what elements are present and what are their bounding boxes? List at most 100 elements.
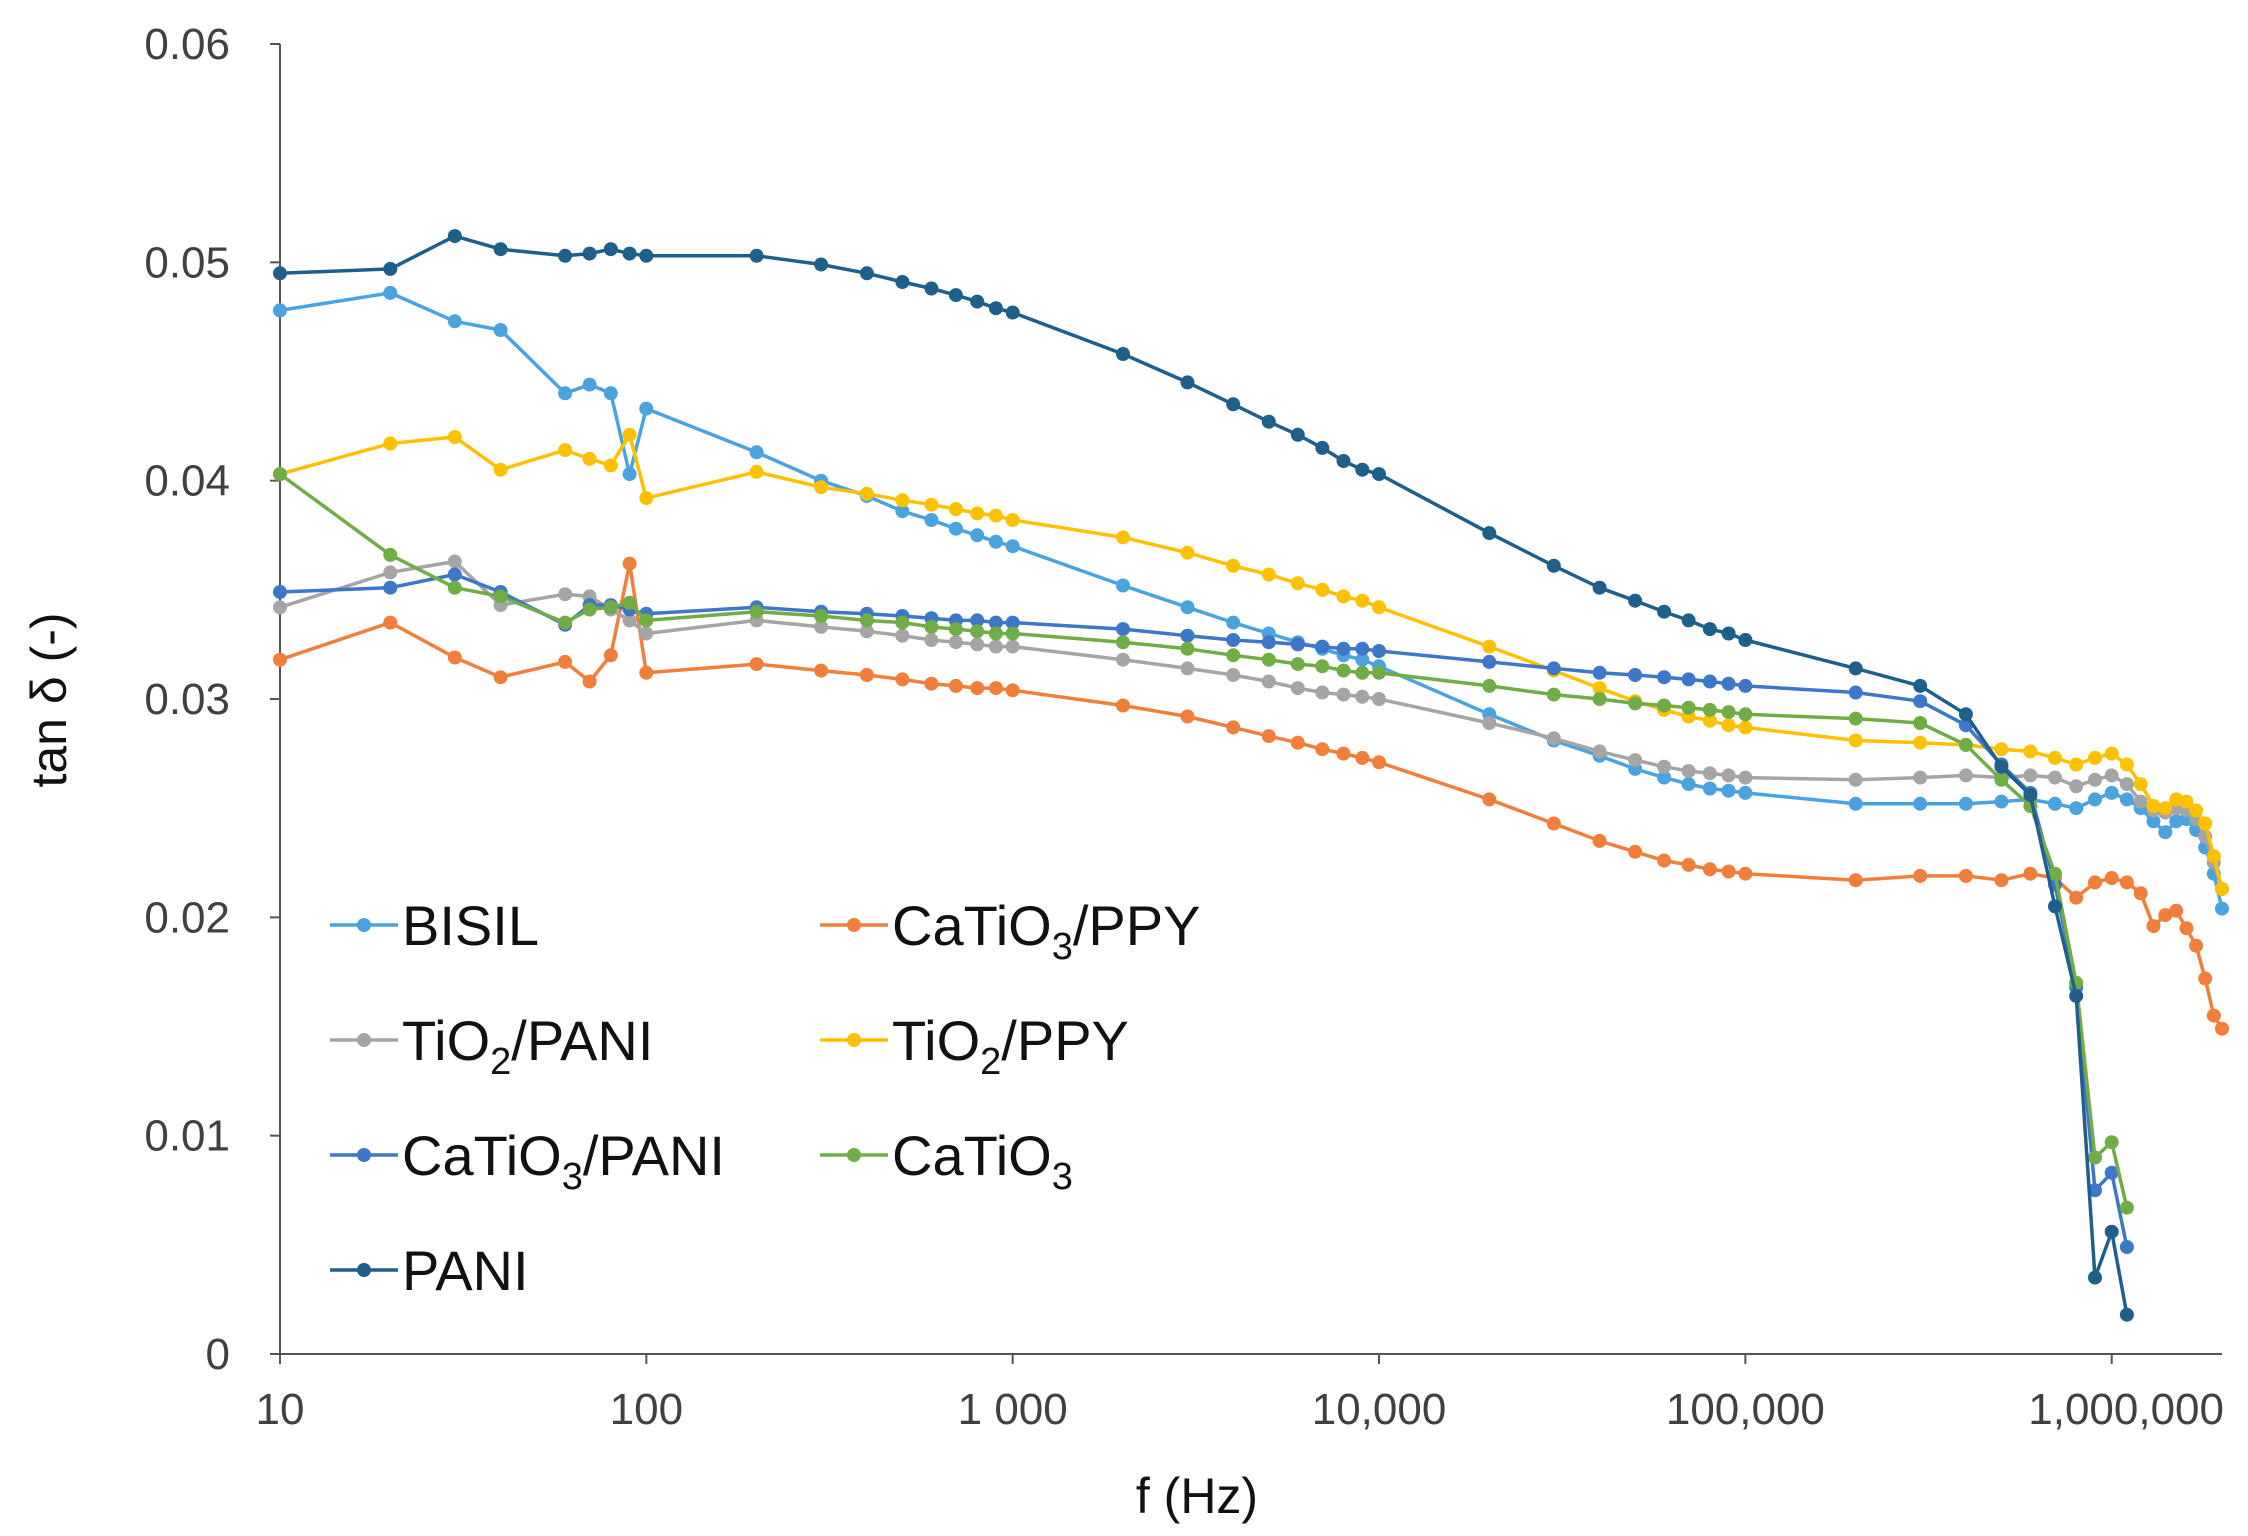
data-point-tio2-pani bbox=[1005, 639, 1020, 654]
data-point-bisil bbox=[1721, 783, 1736, 798]
data-point-tio2-ppy bbox=[2206, 849, 2221, 864]
data-point-tio2-pani bbox=[639, 626, 654, 641]
data-point-pani bbox=[1848, 661, 1863, 676]
data-point-tio2-pani bbox=[1355, 689, 1370, 704]
data-point-catio3 bbox=[2088, 1150, 2102, 1165]
data-point-bisil bbox=[447, 314, 462, 329]
legend-label-tail: /PANI bbox=[583, 1124, 725, 1187]
data-point-catio3 bbox=[1336, 663, 1351, 678]
data-point-bisil bbox=[1848, 796, 1863, 811]
data-point-pani bbox=[1994, 759, 2009, 774]
data-point-tio2-ppy bbox=[1738, 720, 1753, 735]
data-point-catio3 bbox=[1290, 657, 1305, 672]
data-point-bisil bbox=[895, 504, 910, 519]
data-point-catio3 bbox=[1702, 702, 1717, 717]
data-point-catio3-pani bbox=[2119, 1240, 2134, 1254]
y-tick-label: 0.02 bbox=[144, 893, 230, 942]
data-point-catio3-ppy bbox=[558, 654, 573, 669]
data-point-tio2-ppy bbox=[988, 508, 1003, 523]
data-point-catio3-pani bbox=[1681, 672, 1696, 687]
data-point-pani bbox=[639, 248, 654, 263]
data-point-catio3-ppy bbox=[2215, 1021, 2229, 1036]
data-point-tio2-ppy bbox=[2189, 803, 2204, 818]
data-point-tio2-ppy bbox=[603, 458, 618, 473]
data-point-catio3 bbox=[924, 619, 939, 634]
data-point-pani bbox=[1315, 440, 1330, 455]
data-point-catio3-pani bbox=[2104, 1165, 2119, 1180]
data-point-pani bbox=[1261, 414, 1276, 429]
data-point-catio3 bbox=[1657, 698, 1672, 713]
data-point-tio2-ppy bbox=[2198, 816, 2213, 831]
data-point-catio3-ppy bbox=[1116, 698, 1130, 713]
data-point-tio2-pani bbox=[273, 600, 287, 615]
data-point-bisil bbox=[1994, 794, 2009, 809]
x-tick-label: 10 bbox=[256, 1385, 305, 1434]
data-point-pani bbox=[1290, 427, 1305, 442]
data-point-catio3-ppy bbox=[1592, 833, 1607, 848]
data-point-catio3-pani bbox=[447, 567, 462, 582]
data-point-catio3 bbox=[1592, 692, 1607, 706]
data-point-bisil bbox=[1681, 777, 1696, 792]
data-point-catio3-ppy bbox=[2119, 875, 2134, 890]
data-point-tio2-ppy bbox=[622, 427, 637, 442]
data-point-tio2-pani bbox=[1315, 685, 1330, 700]
data-point-pani bbox=[1226, 397, 1241, 412]
legend-label: CaTiO3/PPY bbox=[892, 894, 1200, 968]
data-point-bisil bbox=[1005, 539, 1020, 554]
data-point-tio2-pani bbox=[2119, 777, 2134, 792]
data-point-catio3-pani bbox=[1355, 641, 1370, 656]
data-point-catio3 bbox=[1482, 678, 1497, 693]
data-point-tio2-pani bbox=[859, 624, 874, 639]
data-point-catio3-pani bbox=[1261, 635, 1276, 650]
data-point-bisil bbox=[970, 528, 985, 543]
data-point-catio3 bbox=[1372, 665, 1386, 680]
data-point-catio3-ppy bbox=[582, 674, 597, 689]
data-point-catio3-ppy bbox=[859, 668, 874, 682]
data-point-tio2-pani bbox=[1180, 661, 1195, 676]
data-point-bisil bbox=[1226, 615, 1241, 630]
data-point-bisil bbox=[603, 386, 618, 401]
data-point-catio3-ppy bbox=[273, 652, 287, 667]
data-point-catio3-ppy bbox=[749, 657, 764, 672]
data-point-pani bbox=[273, 266, 287, 281]
data-point-catio3 bbox=[1681, 700, 1696, 715]
series-catio3-ppy bbox=[273, 556, 2229, 1036]
data-point-catio3-ppy bbox=[2133, 886, 2148, 901]
data-point-tio2-ppy bbox=[895, 493, 910, 508]
data-point-tio2-ppy bbox=[859, 486, 874, 501]
data-point-pani bbox=[1702, 622, 1717, 637]
data-point-catio3-ppy bbox=[895, 672, 910, 687]
legend-label-main: CaTiO bbox=[892, 1124, 1052, 1187]
legend-item-tio2-pani: TiO2/PANI bbox=[330, 1009, 653, 1083]
data-point-tio2-pani bbox=[1721, 768, 1736, 783]
data-point-catio3 bbox=[749, 604, 764, 619]
legend-label-main: TiO bbox=[892, 1009, 980, 1072]
data-point-catio3 bbox=[558, 615, 573, 630]
data-point-catio3-ppy bbox=[1482, 792, 1497, 807]
data-point-pani bbox=[493, 242, 508, 257]
data-point-tio2-pani bbox=[1738, 770, 1753, 785]
data-point-tio2-ppy bbox=[1005, 513, 1020, 527]
data-point-catio3-ppy bbox=[383, 615, 398, 630]
data-point-pani bbox=[814, 257, 829, 272]
data-point-pani bbox=[749, 248, 764, 263]
data-point-tio2-pani bbox=[1592, 744, 1607, 759]
data-point-tio2-ppy bbox=[1721, 718, 1736, 733]
legend-item-pani: PANI bbox=[330, 1239, 529, 1302]
data-point-bisil bbox=[639, 401, 654, 416]
data-point-tio2-ppy bbox=[1116, 530, 1130, 545]
data-point-pani bbox=[1546, 558, 1561, 573]
series-catio3 bbox=[273, 467, 2134, 1215]
data-point-bisil bbox=[1355, 652, 1370, 667]
data-point-catio3-pani bbox=[970, 613, 985, 628]
data-point-pani bbox=[924, 281, 939, 296]
data-point-catio3-ppy bbox=[2088, 875, 2102, 890]
data-point-tio2-ppy bbox=[1994, 742, 2009, 757]
data-point-bisil bbox=[1958, 796, 1973, 811]
data-point-tio2-ppy bbox=[814, 480, 829, 495]
x-axis-title: f (Hz) bbox=[1136, 1468, 1258, 1524]
data-point-catio3-pani bbox=[1226, 633, 1241, 647]
data-point-bisil bbox=[383, 285, 398, 300]
data-point-catio3 bbox=[603, 600, 618, 615]
y-tick-label: 0.01 bbox=[144, 1112, 230, 1161]
